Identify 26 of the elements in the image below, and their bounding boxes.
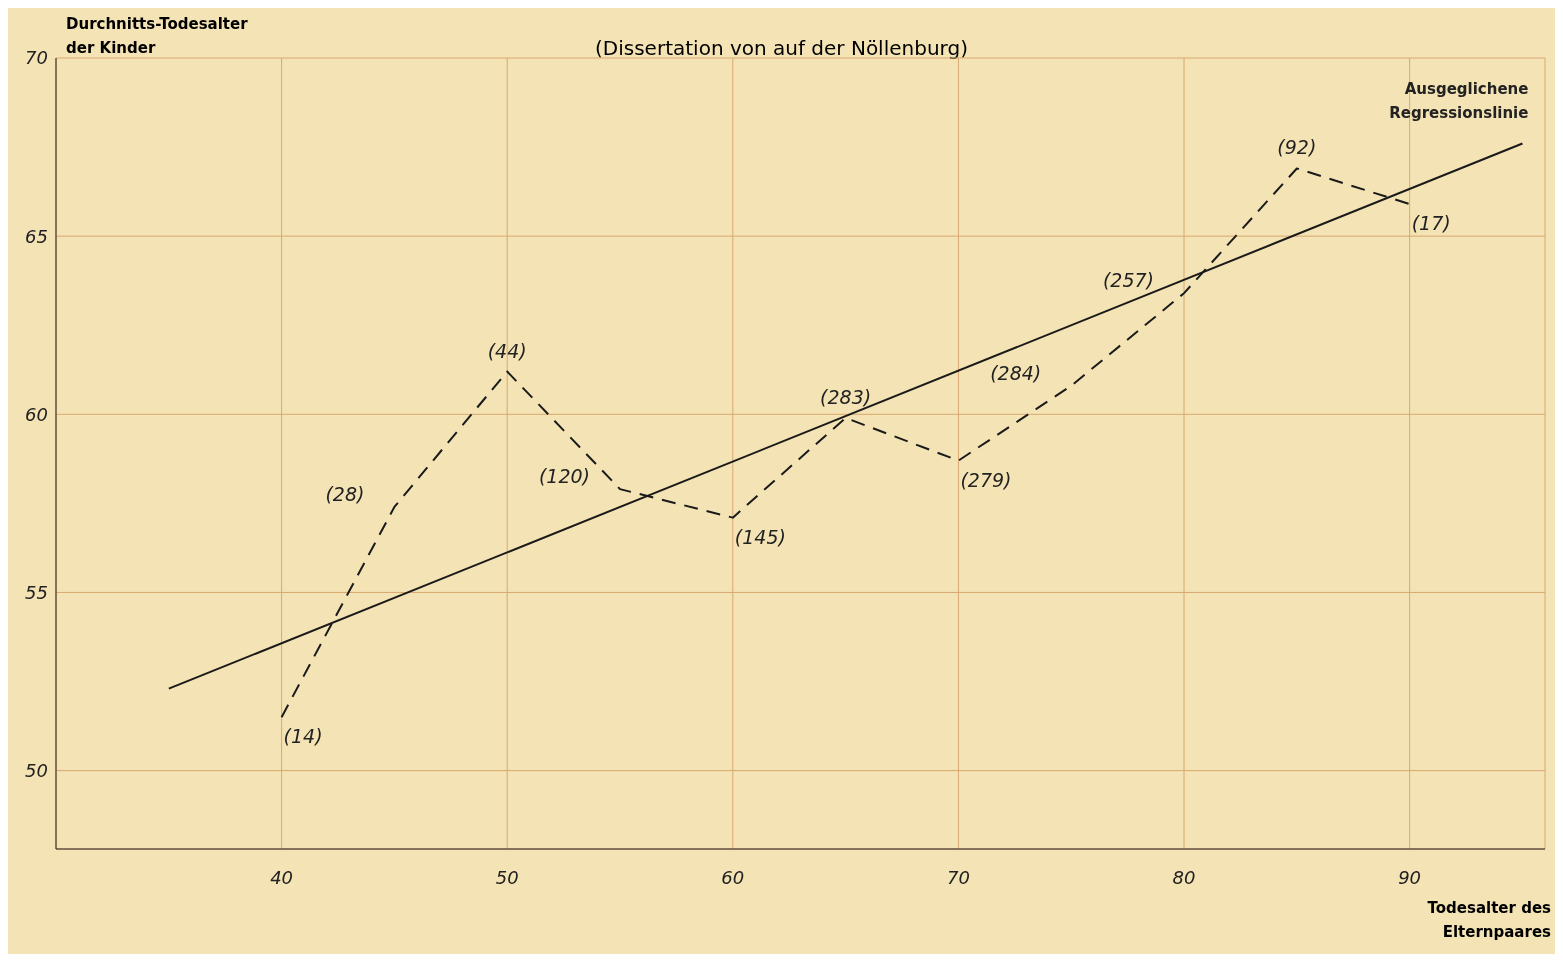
annotation: (283) bbox=[820, 385, 872, 408]
y-tick-label: 65 bbox=[25, 225, 48, 247]
x-tick-label: 40 bbox=[270, 866, 294, 888]
x-tick-label: 50 bbox=[495, 866, 519, 888]
y-tick-label: 60 bbox=[25, 403, 48, 425]
annotation: (44) bbox=[487, 339, 527, 362]
annotation: (257) bbox=[1102, 269, 1155, 292]
annotation: (120) bbox=[538, 465, 591, 488]
y-tick-label: 70 bbox=[25, 47, 48, 69]
x-tick-label: 80 bbox=[1172, 866, 1196, 888]
annotation: (17) bbox=[1411, 212, 1451, 235]
x-axis-title: Todesalter des Elternpaares bbox=[1426, 898, 1551, 943]
y-tick-label: 50 bbox=[25, 760, 48, 781]
annotation: (145) bbox=[734, 525, 786, 548]
x-tick-label: 60 bbox=[721, 866, 745, 888]
chart-subtitle: (Dissertation von auf der Nöllenburg) bbox=[595, 36, 968, 60]
series-label: Ausgeglichene Regressionslinie bbox=[1389, 79, 1529, 122]
annotation: (14) bbox=[283, 725, 323, 748]
x-tick-label: 70 bbox=[946, 866, 970, 888]
y-tick-label: 55 bbox=[25, 581, 48, 603]
annotation: (279) bbox=[960, 468, 1012, 491]
x-tick-label: 90 bbox=[1398, 866, 1422, 888]
annotation: (92) bbox=[1277, 136, 1317, 159]
annotation: (28) bbox=[325, 482, 365, 505]
y-axis-title: Durchnitts-Todesalter der Kinder bbox=[66, 14, 249, 59]
annotation: (284) bbox=[990, 361, 1042, 384]
